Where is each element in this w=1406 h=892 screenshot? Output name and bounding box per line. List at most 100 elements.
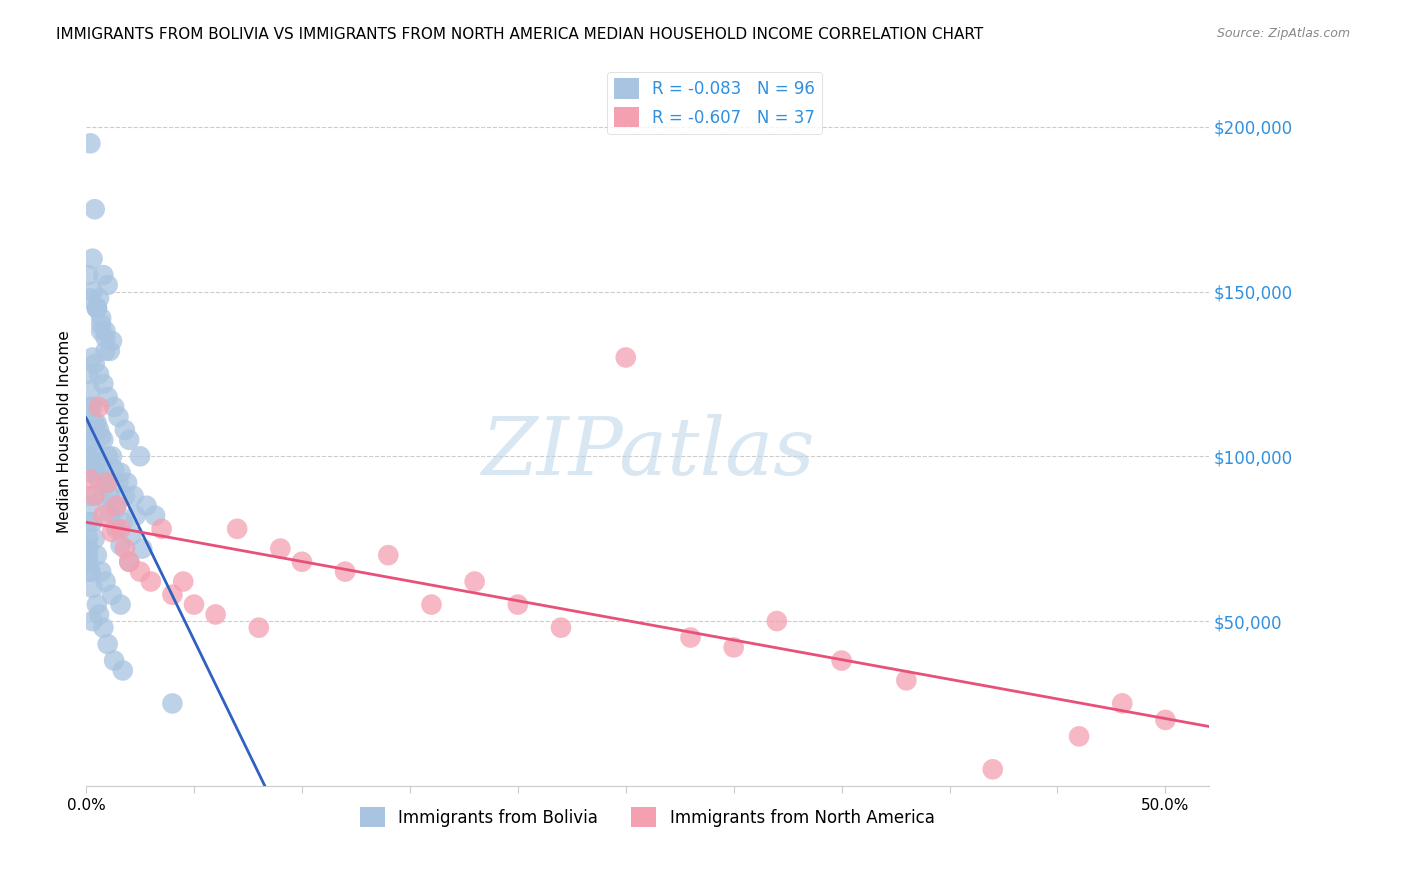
Point [377,548,399,562]
Point [77,367,100,381]
Point [94,343,117,358]
Point [139,574,162,589]
Point [291,555,314,569]
Point [107,475,129,490]
Point [82,351,104,365]
Point [90,310,112,325]
Point [125,508,148,523]
Point [83,532,105,546]
Point [94,574,117,589]
Point [1111,697,1133,711]
Point [79,400,101,414]
Point [83,417,105,431]
Point [94,475,117,490]
Point [82,581,104,595]
Point [86,301,108,315]
Point [82,450,104,464]
Point [204,607,226,622]
Text: Source: ZipAtlas.com: Source: ZipAtlas.com [1216,27,1350,40]
Point [79,499,101,513]
Point [766,614,789,628]
Point [79,565,101,579]
Point [110,538,132,552]
Point [91,489,114,503]
Point [103,462,125,476]
Point [77,548,100,562]
Point [118,555,141,569]
Point [614,351,637,365]
Point [82,285,104,299]
Point [82,252,104,266]
Legend: Immigrants from Bolivia, Immigrants from North America: Immigrants from Bolivia, Immigrants from… [353,800,942,834]
Point [79,291,101,305]
Point [333,565,356,579]
Point [98,343,121,358]
Point [115,475,138,490]
Point [101,525,124,540]
Point [77,466,100,480]
Point [105,499,128,513]
Point [98,505,121,519]
Point [90,324,112,338]
Point [77,541,100,556]
Point [114,489,136,503]
Point [94,324,117,338]
Y-axis label: Median Household Income: Median Household Income [58,330,72,533]
Point [79,565,101,579]
Point [1067,730,1090,744]
Point [97,450,120,464]
Point [87,472,110,486]
Point [83,489,105,503]
Point [97,637,120,651]
Point [79,384,101,398]
Point [1154,713,1177,727]
Point [82,400,104,414]
Point [506,598,529,612]
Point [87,291,110,305]
Point [114,541,136,556]
Point [129,565,152,579]
Point [114,423,136,437]
Point [550,621,572,635]
Point [464,574,486,589]
Point [86,301,108,315]
Point [82,614,104,628]
Point [97,278,120,293]
Point [162,588,184,602]
Point [101,334,124,348]
Point [226,522,249,536]
Point [111,515,134,529]
Point [110,598,132,612]
Point [110,466,132,480]
Point [101,588,124,602]
Point [150,522,173,536]
Point [110,522,132,536]
Point [86,548,108,562]
Point [98,489,121,503]
Point [831,654,853,668]
Point [87,607,110,622]
Point [131,541,153,556]
Point [723,640,745,655]
Point [90,318,112,332]
Point [105,522,128,536]
Point [135,499,157,513]
Point [91,621,114,635]
Point [83,462,105,476]
Point [79,472,101,486]
Point [82,515,104,529]
Point [896,673,918,688]
Point [97,475,120,490]
Point [183,598,205,612]
Point [77,532,100,546]
Point [87,400,110,414]
Point [77,489,100,503]
Point [120,528,142,542]
Point [87,423,110,437]
Point [107,409,129,424]
Point [83,202,105,217]
Point [86,301,108,315]
Point [91,376,114,391]
Point [118,433,141,447]
Point [77,268,100,282]
